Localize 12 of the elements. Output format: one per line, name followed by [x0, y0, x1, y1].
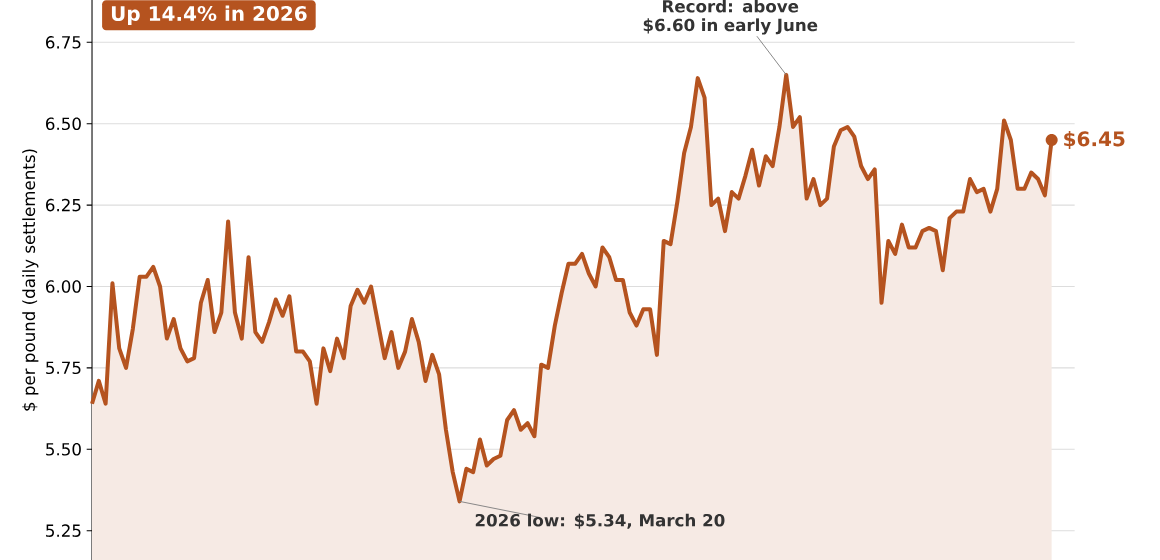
annotation: 2026 low: $5.34, March 20 — [475, 513, 725, 529]
y-tick-label: 6.25 — [46, 198, 81, 212]
y-tick-label: 6.00 — [46, 280, 81, 293]
annotation: Record: above $6.60 in early June — [643, 0, 818, 35]
y-tick-label: 5.75 — [46, 361, 81, 375]
y-tick-label: 6.75 — [46, 36, 81, 49]
chart-title: Up 14.4% in 2026 — [111, 5, 307, 25]
y-tick-label: 6.50 — [46, 117, 81, 131]
y-axis-title: $ per pound (daily settlements) — [22, 149, 39, 411]
y-tick-label: 5.25 — [46, 524, 81, 537]
y-tick-label: 5.50 — [46, 442, 81, 456]
data-label: $6.45 — [1064, 130, 1125, 150]
